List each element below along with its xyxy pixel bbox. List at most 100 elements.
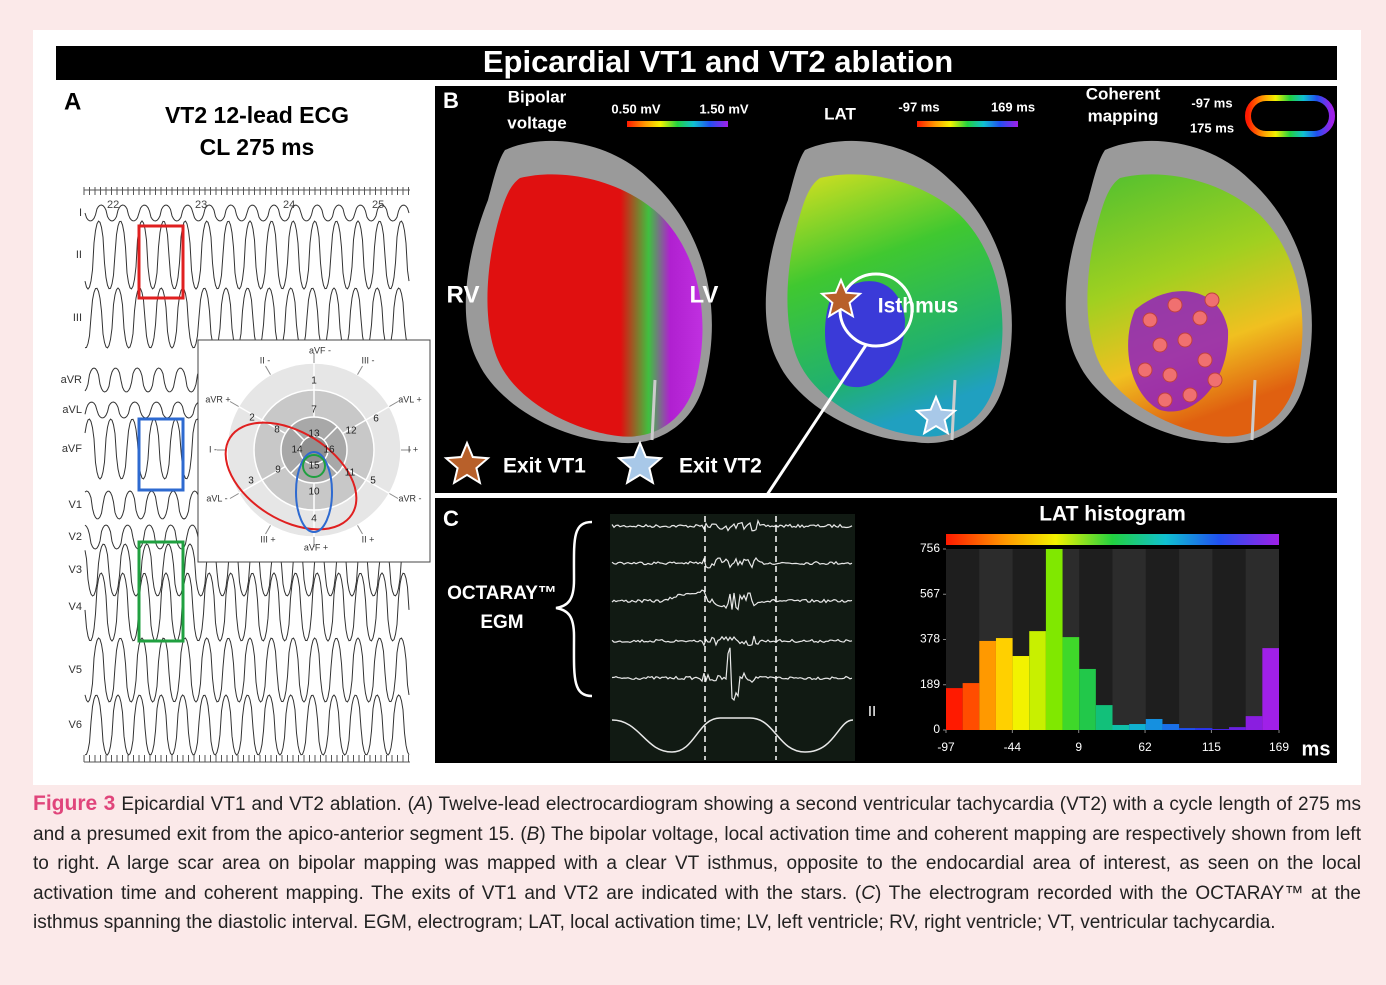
colorbar-max: 175 ms: [1190, 120, 1234, 135]
ablation-lesion: [1168, 298, 1182, 312]
lead-axis-label: II +: [362, 534, 375, 544]
lead-axis-label: aVR -: [398, 493, 421, 503]
lead-label: V6: [69, 719, 82, 731]
panel-label: B: [443, 88, 459, 113]
segment-number: 13: [308, 429, 320, 440]
x-tick-label: 9: [1075, 740, 1082, 754]
isthmus-label: Isthmus: [878, 295, 959, 318]
segment-number: 12: [345, 426, 357, 437]
x-tick-label: -44: [1004, 740, 1022, 754]
segment-number: 16: [323, 445, 335, 456]
histogram-bar: [979, 641, 996, 730]
x-axis-label: ms: [1302, 738, 1331, 760]
ablation-lesion: [1193, 311, 1207, 325]
panel-subtitle: CL 275 ms: [200, 134, 315, 160]
lead-axis-label: aVF +: [304, 542, 328, 552]
segment-number: 7: [311, 405, 317, 416]
figure: Epicardial VT1 and VT2 ablation AVT2 12-…: [0, 0, 1386, 785]
lead-axis-label: I +: [408, 444, 418, 454]
histogram-bar: [1013, 656, 1030, 730]
histogram-bar: [1113, 725, 1130, 730]
panel-title: VT2 12-lead ECG: [165, 102, 349, 128]
lead-axis-label: I -: [209, 444, 217, 454]
egm-label: OCTARAY™: [447, 583, 557, 604]
map-title: LAT: [824, 104, 856, 123]
ablation-lesion: [1183, 388, 1197, 402]
map-title: mapping: [1088, 106, 1159, 125]
colorbar-min: -97 ms: [1191, 95, 1232, 110]
lead-axis-label: aVL +: [398, 394, 421, 404]
histogram-bar: [1246, 716, 1263, 730]
caption-text: A: [414, 794, 427, 815]
histogram-bar: [1196, 728, 1213, 730]
segment-number: 14: [291, 445, 303, 456]
segment-number: 3: [248, 476, 254, 487]
segment-number: 5: [370, 476, 376, 487]
lead-axis-label: III -: [362, 355, 375, 365]
lead-label: aVL: [62, 404, 82, 416]
ablation-lesion: [1198, 353, 1212, 367]
colorbar: [627, 121, 728, 127]
y-tick-label: 189: [920, 677, 940, 691]
lead-axis-label: III +: [260, 534, 275, 544]
figure-title: Epicardial VT1 and VT2 ablation: [483, 44, 953, 79]
x-tick-label: 115: [1202, 740, 1221, 754]
panel-label: C: [443, 506, 459, 531]
lead-label: II: [76, 249, 82, 261]
segment-number: 9: [275, 465, 281, 476]
histogram-bar: [963, 683, 980, 730]
x-tick-label: -97: [937, 740, 955, 754]
histogram-bar: [946, 688, 963, 730]
lead-label: V1: [69, 499, 82, 511]
chamber-label: LV: [690, 281, 719, 308]
lead-axis-label: aVR +: [205, 394, 230, 404]
histogram-bar: [1063, 637, 1080, 730]
histogram-bar: [1129, 724, 1146, 730]
y-tick-label: 567: [920, 586, 940, 600]
lead-label: V2: [69, 531, 82, 543]
ablation-lesion: [1143, 313, 1157, 327]
colorbar: [917, 121, 1018, 127]
segment-number: 8: [274, 425, 280, 436]
histogram-bar: [1262, 648, 1279, 730]
histogram-colorbar: [946, 534, 1279, 545]
y-tick-label: 0: [933, 722, 940, 736]
histogram-bar: [1162, 724, 1179, 730]
page: { "figure": { "title": "Epicardial VT1 a…: [0, 0, 1386, 985]
lead-label: II: [868, 703, 876, 720]
segment-number: 11: [345, 468, 356, 479]
histogram-bar: [1229, 727, 1246, 730]
beat-mark: 24: [283, 199, 295, 211]
caption-label: Figure 3: [33, 792, 115, 815]
histogram-bar: [996, 638, 1013, 730]
segment-number: 10: [308, 487, 320, 498]
ablation-lesion: [1205, 293, 1219, 307]
lead-label: III: [73, 312, 82, 324]
caption-text: B: [527, 824, 540, 845]
exit-label: Exit VT1: [503, 455, 586, 478]
histogram-bar: [1096, 705, 1113, 730]
exit-label: Exit VT2: [679, 455, 762, 478]
ablation-lesion: [1153, 338, 1167, 352]
lead-label: V5: [69, 664, 82, 676]
segment-number: 15: [308, 461, 320, 472]
map-title: Coherent: [1086, 84, 1161, 103]
histogram-bar: [1179, 728, 1196, 730]
colorbar-min: -97 ms: [898, 99, 939, 114]
segment-number: 4: [311, 514, 317, 525]
colorbar-min: 0.50 mV: [611, 101, 660, 116]
plot-band: [1179, 549, 1212, 730]
lead-label: V4: [69, 601, 82, 613]
chamber-label: RV: [447, 281, 480, 308]
y-tick-label: 756: [920, 541, 940, 555]
y-tick-label: 378: [920, 632, 940, 646]
lead-axis-label: aVL -: [206, 493, 227, 503]
lead-label: aVR: [61, 374, 82, 386]
map-title: Bipolar: [508, 87, 567, 106]
segment-number: 2: [249, 413, 255, 424]
ablation-lesion: [1208, 373, 1222, 387]
chart-title: LAT histogram: [1039, 503, 1186, 526]
colorbar-max: 1.50 mV: [699, 101, 748, 116]
ablation-lesion: [1158, 393, 1172, 407]
